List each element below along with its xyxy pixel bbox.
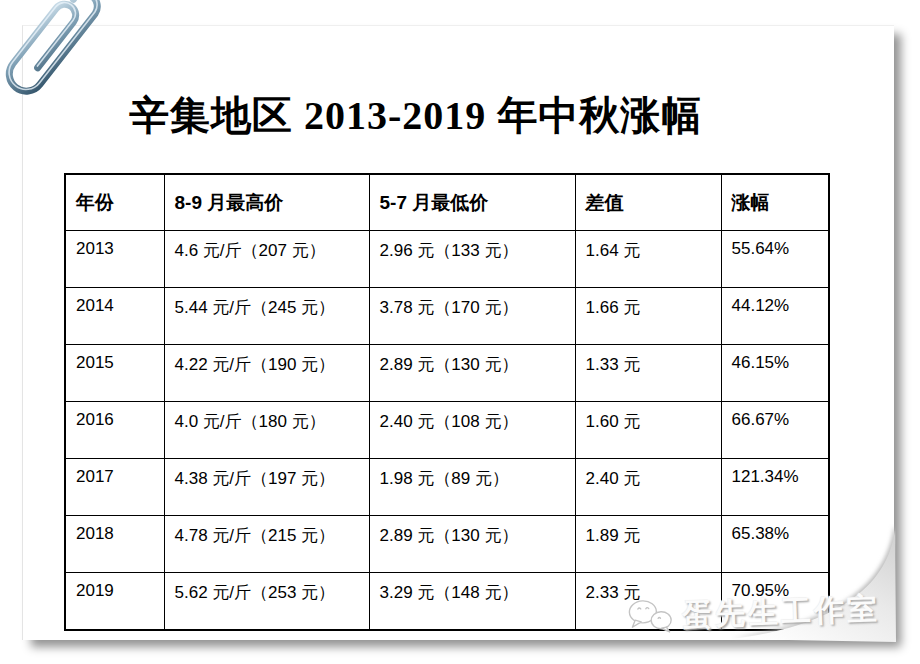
cell-high: 4.6 元/斤（207 元） <box>164 231 369 288</box>
cell-year: 2018 <box>65 516 164 573</box>
cell-low: 3.29 元（148 元） <box>369 573 575 631</box>
cell-increase: 121.34% <box>721 459 829 516</box>
paper-sheet: 辛集地区 2013-2019 年中秋涨幅 年份 8-9 月最高价 5-7 月最低… <box>22 25 894 640</box>
cell-low: 2.40 元（108 元） <box>369 402 575 459</box>
cell-year: 2016 <box>65 402 164 459</box>
cell-year: 2015 <box>65 345 164 402</box>
cell-increase: 66.67% <box>721 402 829 459</box>
cell-high: 4.38 元/斤（197 元） <box>164 459 369 516</box>
table-row: 2016 4.0 元/斤（180 元） 2.40 元（108 元） 1.60 元… <box>65 402 829 459</box>
table-row: 2014 5.44 元/斤（245 元） 3.78 元（170 元） 1.66 … <box>65 288 829 345</box>
cell-diff: 1.64 元 <box>575 231 721 288</box>
cell-increase: 46.15% <box>721 345 829 402</box>
cell-low: 3.78 元（170 元） <box>369 288 575 345</box>
col-header-year: 年份 <box>65 174 164 231</box>
col-header-high: 8-9 月最高价 <box>164 174 369 231</box>
cell-diff: 1.89 元 <box>575 516 721 573</box>
cell-high: 4.0 元/斤（180 元） <box>164 402 369 459</box>
cell-year: 2019 <box>65 573 164 631</box>
col-header-low: 5-7 月最低价 <box>369 174 575 231</box>
cell-diff: 1.33 元 <box>575 345 721 402</box>
cell-year: 2014 <box>65 288 164 345</box>
cell-high: 4.22 元/斤（190 元） <box>164 345 369 402</box>
cell-diff: 1.60 元 <box>575 402 721 459</box>
cell-low: 2.96 元（133 元） <box>369 231 575 288</box>
wechat-bubbles-icon <box>627 597 674 637</box>
watermark: 蛋先生工作室 <box>627 589 880 639</box>
table-row: 2018 4.78 元/斤（215 元） 2.89 元（130 元） 1.89 … <box>65 516 829 573</box>
cell-increase: 44.12% <box>721 288 829 345</box>
table-row: 2017 4.38 元/斤（197 元） 1.98 元（89 元） 2.40 元… <box>65 459 829 516</box>
col-header-increase: 涨幅 <box>721 174 829 231</box>
cell-year: 2017 <box>65 459 164 516</box>
cell-low: 2.89 元（130 元） <box>369 516 575 573</box>
cell-low: 2.89 元（130 元） <box>369 345 575 402</box>
table-row: 2013 4.6 元/斤（207 元） 2.96 元（133 元） 1.64 元… <box>65 231 829 288</box>
col-header-diff: 差值 <box>575 174 721 231</box>
cell-diff: 2.40 元 <box>575 459 721 516</box>
cell-high: 5.44 元/斤（245 元） <box>164 288 369 345</box>
cell-diff: 1.66 元 <box>575 288 721 345</box>
watermark-text: 蛋先生工作室 <box>681 589 880 637</box>
document-canvas: 辛集地区 2013-2019 年中秋涨幅 年份 8-9 月最高价 5-7 月最低… <box>0 0 920 664</box>
page-title: 辛集地区 2013-2019 年中秋涨幅 <box>129 88 849 143</box>
table-row: 2015 4.22 元/斤（190 元） 2.89 元（130 元） 1.33 … <box>65 345 829 402</box>
price-table: 年份 8-9 月最高价 5-7 月最低价 差值 涨幅 2013 4.6 元/斤（… <box>64 173 830 631</box>
cell-high: 4.78 元/斤（215 元） <box>164 516 369 573</box>
cell-low: 1.98 元（89 元） <box>369 459 575 516</box>
table-header-row: 年份 8-9 月最高价 5-7 月最低价 差值 涨幅 <box>65 174 829 231</box>
cell-high: 5.62 元/斤（253 元） <box>164 573 369 631</box>
cell-year: 2013 <box>65 231 164 288</box>
cell-increase: 55.64% <box>721 231 829 288</box>
